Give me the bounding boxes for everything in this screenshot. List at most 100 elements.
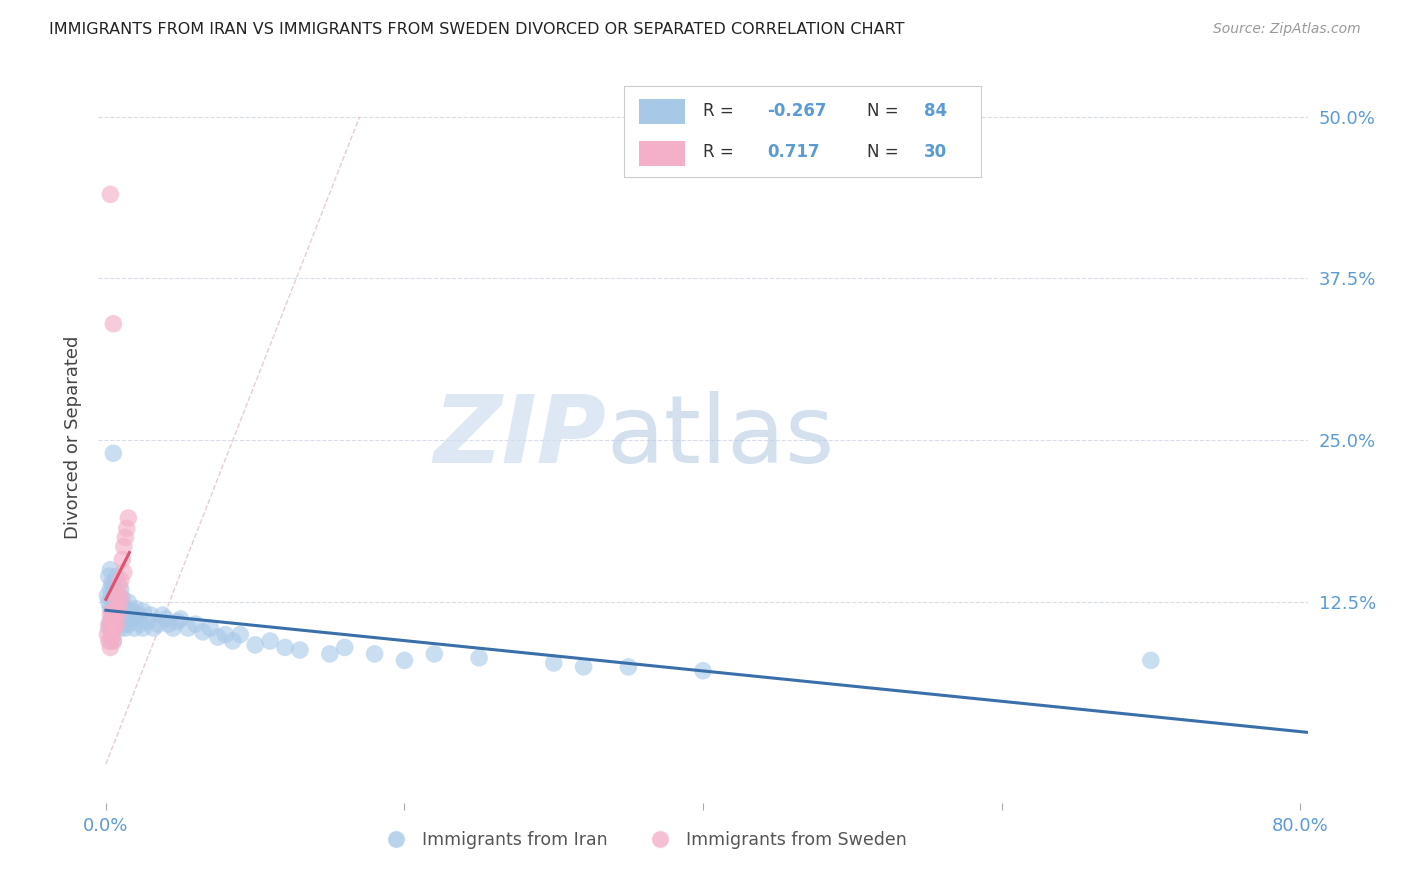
Point: [107, 608, 129, 623]
Point: [118, 608, 141, 623]
Point: [98, 615, 121, 629]
Point: [103, 612, 125, 626]
Point: [146, 617, 169, 632]
Point: [96, 627, 118, 641]
Point: [222, 634, 245, 648]
Point: [214, 627, 236, 641]
Point: [104, 591, 127, 606]
Point: [103, 634, 125, 648]
Point: [104, 612, 127, 626]
Point: [107, 617, 129, 632]
Point: [98, 634, 121, 648]
Point: [136, 615, 159, 629]
Point: [142, 621, 165, 635]
Legend: Immigrants from Iran, Immigrants from Sweden: Immigrants from Iran, Immigrants from Sw…: [371, 824, 914, 856]
Point: [543, 656, 565, 670]
Point: [105, 617, 128, 632]
Point: [98, 621, 121, 635]
Point: [101, 589, 124, 603]
Point: [105, 569, 128, 583]
Point: [117, 595, 139, 609]
Point: [333, 640, 356, 655]
Point: [101, 621, 124, 635]
Point: [155, 612, 177, 626]
Point: [101, 575, 124, 590]
Point: [114, 621, 136, 635]
Point: [259, 634, 281, 648]
Point: [111, 604, 134, 618]
Point: [108, 595, 131, 609]
Point: [169, 612, 191, 626]
Point: [121, 604, 143, 618]
Point: [128, 608, 150, 623]
Point: [129, 617, 152, 632]
Point: [110, 573, 132, 587]
Point: [108, 578, 131, 592]
Point: [103, 578, 125, 592]
Text: IMMIGRANTS FROM IRAN VS IMMIGRANTS FROM SWEDEN DIVORCED OR SEPARATED CORRELATION: IMMIGRANTS FROM IRAN VS IMMIGRANTS FROM …: [49, 22, 904, 37]
Point: [112, 566, 135, 580]
Point: [117, 511, 139, 525]
Point: [319, 647, 342, 661]
Point: [103, 446, 125, 460]
Point: [103, 608, 125, 623]
Point: [617, 660, 640, 674]
Point: [98, 640, 121, 655]
Point: [692, 664, 714, 678]
Point: [191, 624, 214, 639]
Point: [152, 608, 174, 623]
Point: [107, 589, 129, 603]
Point: [108, 608, 131, 623]
Point: [96, 589, 118, 603]
Point: [288, 643, 311, 657]
Point: [111, 552, 134, 566]
Point: [105, 615, 128, 629]
Point: [104, 604, 127, 618]
Point: [125, 601, 148, 615]
Point: [97, 569, 120, 583]
Point: [97, 634, 120, 648]
Text: atlas: atlas: [606, 391, 835, 483]
Point: [97, 617, 120, 632]
Point: [166, 615, 188, 629]
Text: Source: ZipAtlas.com: Source: ZipAtlas.com: [1213, 22, 1361, 37]
Point: [104, 582, 127, 597]
Point: [101, 604, 124, 618]
Point: [103, 621, 125, 635]
Point: [108, 599, 131, 613]
Point: [363, 647, 385, 661]
Point: [122, 621, 145, 635]
Point: [132, 621, 155, 635]
Point: [121, 612, 143, 626]
Point: [112, 540, 135, 554]
Point: [394, 653, 416, 667]
Point: [103, 634, 125, 648]
Point: [105, 604, 128, 618]
Point: [115, 604, 138, 618]
Point: [107, 604, 129, 618]
Point: [115, 521, 138, 535]
Text: ZIP: ZIP: [433, 391, 606, 483]
Point: [104, 621, 127, 635]
Point: [98, 582, 121, 597]
Point: [162, 621, 184, 635]
Point: [101, 604, 124, 618]
Point: [101, 630, 124, 644]
Point: [132, 604, 155, 618]
Point: [468, 650, 491, 665]
Point: [200, 621, 222, 635]
Point: [97, 595, 120, 609]
Point: [110, 621, 132, 635]
Point: [110, 582, 132, 597]
Point: [105, 591, 128, 606]
Point: [98, 563, 121, 577]
Point: [110, 608, 132, 623]
Point: [105, 599, 128, 613]
Point: [110, 591, 132, 606]
Y-axis label: Divorced or Separated: Divorced or Separated: [65, 335, 83, 539]
Point: [107, 589, 129, 603]
Point: [177, 621, 200, 635]
Point: [112, 599, 135, 613]
Point: [423, 647, 446, 661]
Point: [114, 530, 136, 544]
